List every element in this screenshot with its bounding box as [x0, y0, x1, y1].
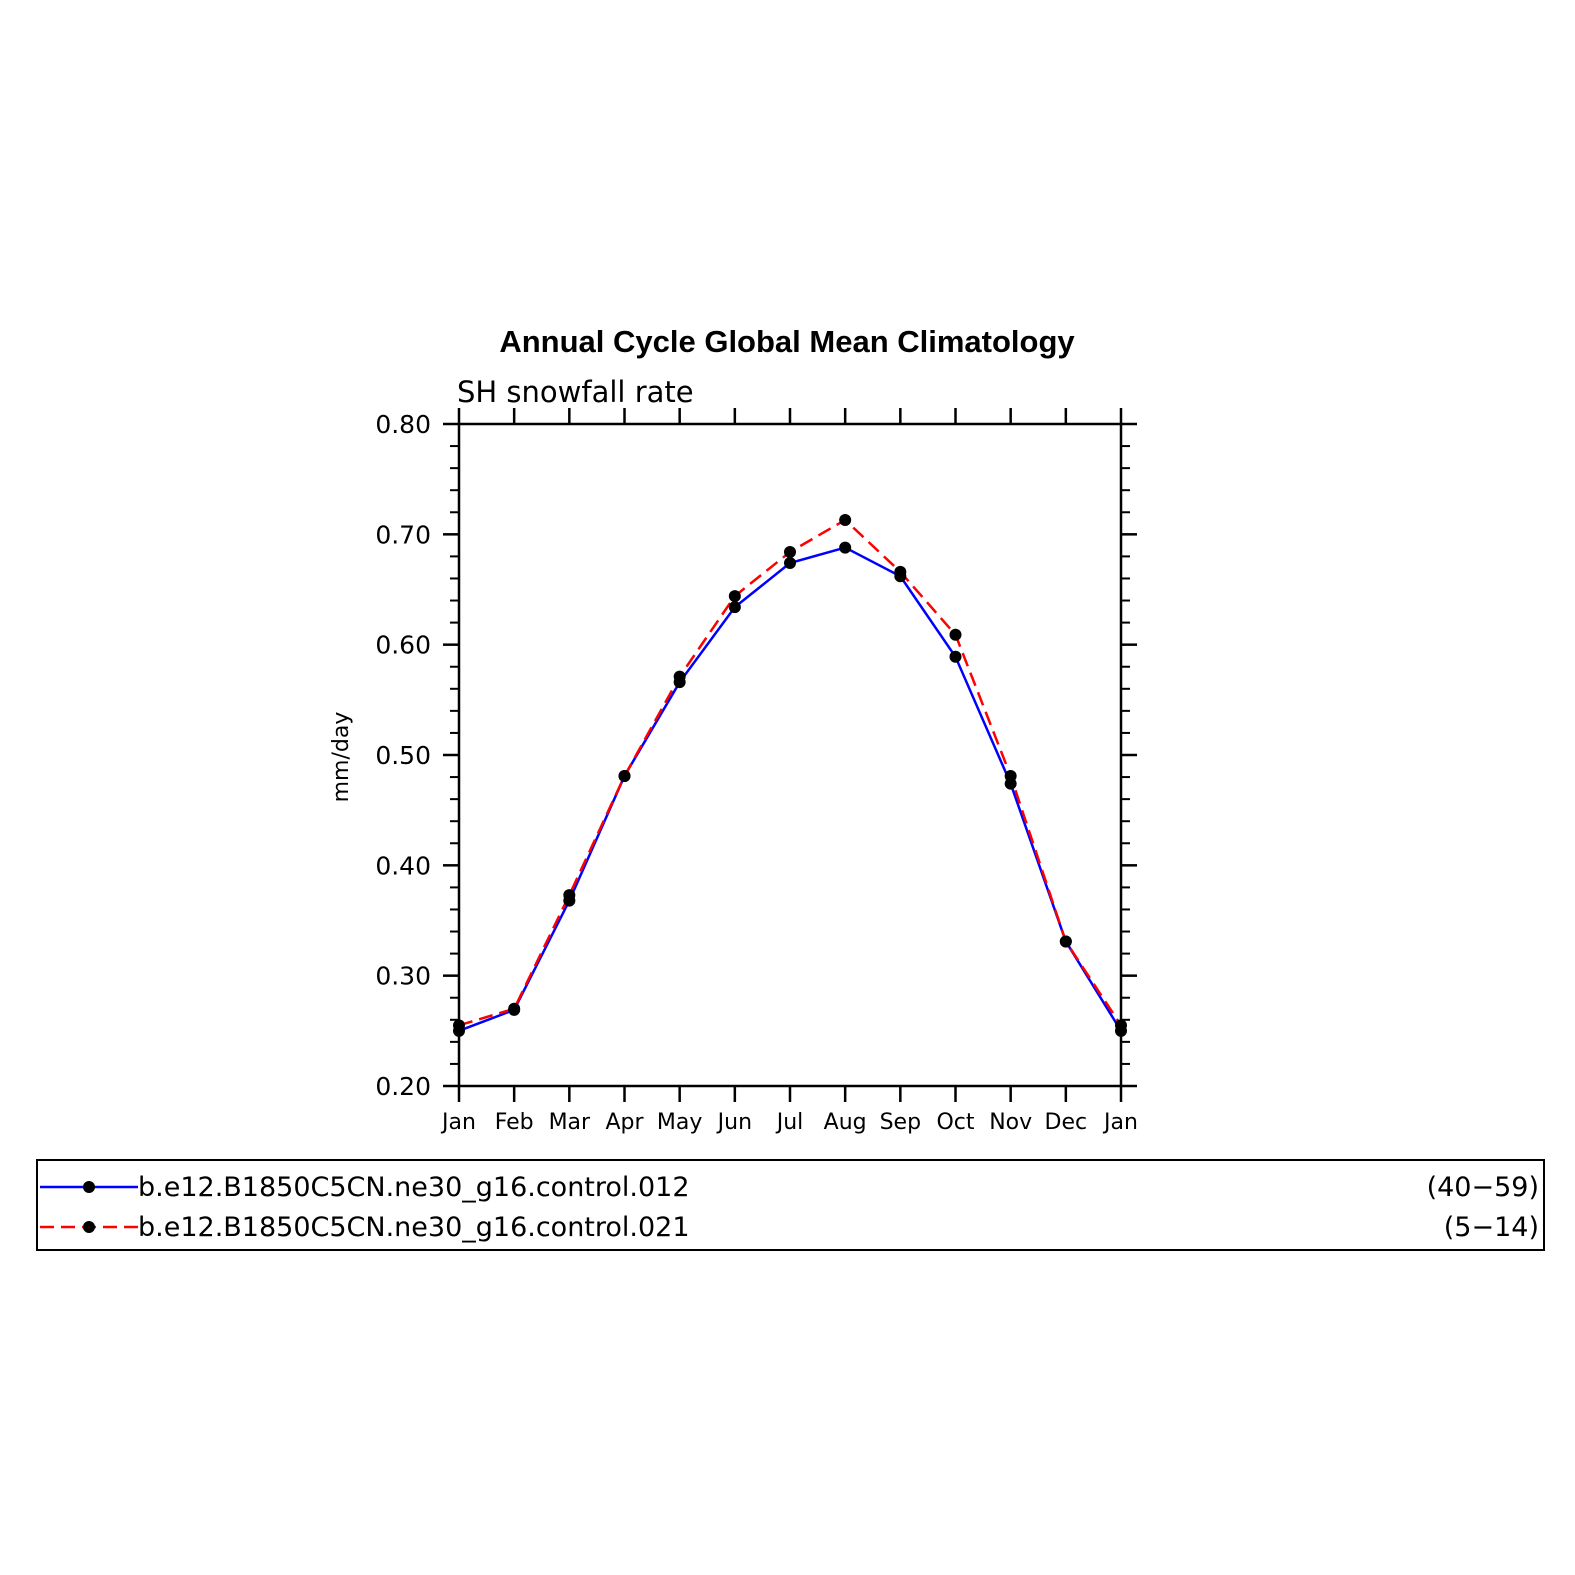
- data-point: [453, 1019, 465, 1032]
- data-point: [839, 513, 852, 526]
- data-point: [728, 590, 741, 603]
- y-tick-label: 0.60: [375, 631, 431, 660]
- data-point: [784, 545, 796, 558]
- data-point: [1004, 769, 1017, 782]
- series-line-1: [458, 546, 1123, 1033]
- data-point: [894, 565, 907, 578]
- data-point: [508, 1002, 521, 1015]
- legend-marker: [83, 1181, 95, 1193]
- y-tick-label: 0.50: [375, 741, 431, 770]
- x-tick-label: Jun: [716, 1110, 752, 1135]
- x-tick-label: Aug: [824, 1110, 867, 1135]
- x-tick-label: Nov: [989, 1110, 1032, 1135]
- x-tick-label: May: [657, 1110, 702, 1135]
- data-point: [1059, 935, 1072, 948]
- x-tick-label: Apr: [605, 1110, 644, 1135]
- x-tick-label: Jul: [775, 1110, 804, 1135]
- legend: b.e12.B1850C5CN.ne30_g16.control.012 (40−…: [36, 1159, 1545, 1251]
- x-tick-label: Sep: [880, 1110, 921, 1135]
- x-tick-label: Dec: [1045, 1110, 1088, 1135]
- legend-years-1: (40−59): [1427, 1172, 1539, 1203]
- data-point: [563, 889, 576, 902]
- x-tick-label: Feb: [495, 1110, 534, 1135]
- series-group: [453, 513, 1127, 1037]
- axes: 0.20 0.30 0.40 0.50 0.60 0.70 0.80 Jan Feb Mar Apr…: [375, 408, 1138, 1135]
- data-point: [784, 557, 796, 570]
- y-tick-label: 0.20: [375, 1072, 431, 1101]
- legend-label-2: b.e12.B1850C5CN.ne30_g16.control.021: [138, 1212, 690, 1243]
- y-tick-label: 0.30: [375, 962, 431, 991]
- x-tick-label: Jan: [440, 1110, 476, 1135]
- data-point: [618, 769, 631, 782]
- x-tick-label: Mar: [549, 1110, 591, 1135]
- chart-title: Annual Cycle Global Mean Climatology: [499, 324, 1075, 359]
- data-point: [949, 650, 962, 663]
- legend-marker: [83, 1221, 95, 1233]
- legend-box: [36, 1159, 1545, 1251]
- x-tick-label: Oct: [936, 1110, 974, 1135]
- data-point: [673, 670, 686, 683]
- y-axis-label: mm/day: [329, 712, 354, 803]
- x-tick-label: Jan: [1102, 1110, 1138, 1135]
- series-line-2: [458, 518, 1123, 1027]
- data-point: [728, 601, 741, 614]
- legend-years-2: (5−14): [1444, 1212, 1539, 1243]
- legend-label-1: b.e12.B1850C5CN.ne30_g16.control.012: [138, 1172, 690, 1203]
- y-tick-label: 0.40: [375, 851, 431, 880]
- y-tick-label: 0.80: [375, 410, 431, 439]
- y-tick-label: 0.70: [375, 520, 431, 549]
- data-point: [839, 541, 852, 554]
- data-point: [1115, 1019, 1127, 1032]
- chart-subtitle: SH snowfall rate: [457, 375, 694, 409]
- data-point: [949, 628, 962, 641]
- plot-frame: [457, 422, 1123, 1088]
